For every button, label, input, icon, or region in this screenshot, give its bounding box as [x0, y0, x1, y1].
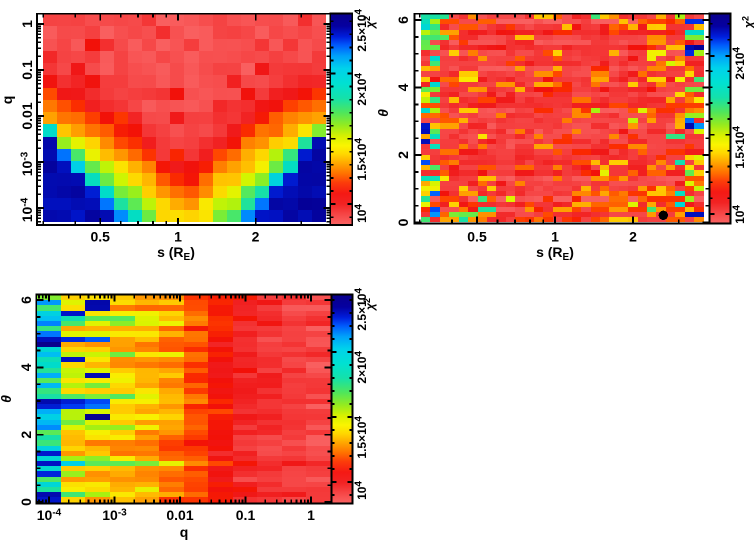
svg-text:1: 1 [174, 229, 182, 245]
svg-text:2: 2 [629, 229, 637, 245]
svg-text:0: 0 [18, 498, 34, 506]
svg-text:2.5×104: 2.5×104 [354, 288, 370, 331]
svg-text:104: 104 [354, 204, 370, 223]
svg-text:10-3​: 10-3​ [102, 507, 127, 523]
svg-text:0: 0 [395, 218, 411, 226]
svg-text:θ: θ [375, 109, 391, 117]
svg-text:2.5×104: 2.5×104 [354, 9, 370, 52]
svg-text:6: 6 [395, 16, 411, 24]
svg-text:2: 2 [395, 151, 411, 159]
svg-text:1.5×104: 1.5×104 [354, 138, 370, 181]
svg-text:0.5: 0.5 [90, 229, 110, 245]
svg-text:q: q [180, 524, 189, 540]
svg-text:s (RE): s (RE) [157, 244, 195, 263]
svg-text:0.01: 0.01 [19, 102, 35, 129]
svg-text:1: 1 [19, 20, 35, 28]
svg-text:2×104: 2×104 [732, 47, 748, 80]
svg-text:10-4​: 10-4​ [37, 507, 62, 523]
svg-text:χ2: χ2 [741, 16, 754, 30]
svg-text:χ2: χ2 [362, 298, 377, 312]
svg-text:1.5×104: 1.5×104 [354, 416, 370, 459]
svg-text:θ: θ [0, 395, 14, 403]
svg-text:104: 104 [732, 205, 748, 224]
svg-text:2: 2 [252, 229, 260, 245]
svg-text:104: 104 [354, 481, 370, 500]
svg-text:0.5: 0.5 [467, 229, 487, 245]
svg-text:χ2: χ2 [362, 16, 377, 30]
svg-text:q: q [0, 96, 15, 105]
svg-text:1: 1 [307, 507, 315, 523]
svg-text:4: 4 [395, 83, 411, 91]
svg-text:6: 6 [18, 296, 34, 304]
svg-text:s (RE): s (RE) [536, 244, 574, 263]
svg-text:0.1: 0.1 [19, 60, 35, 80]
svg-text:2×104: 2×104 [354, 351, 370, 384]
svg-text:4: 4 [18, 363, 34, 371]
svg-text:1.5×104: 1.5×104 [732, 126, 748, 169]
svg-text:10-4: 10-4 [19, 197, 35, 222]
svg-text:10-3: 10-3 [19, 151, 35, 176]
svg-text:1: 1 [551, 229, 559, 245]
svg-text:2×104: 2×104 [354, 73, 370, 106]
svg-text:2: 2 [18, 431, 34, 439]
svg-text:0.1: 0.1 [236, 507, 256, 523]
svg-text:0.01: 0.01 [166, 507, 193, 523]
